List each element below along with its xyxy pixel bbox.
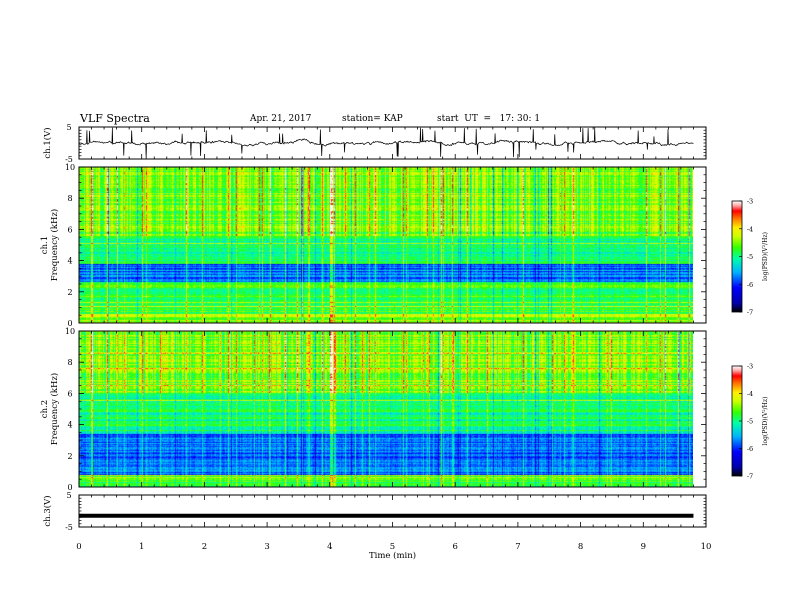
start-time-label: start UT = 17: 30: 1 xyxy=(437,114,541,124)
ch2-colorbar-tick-label: -3 xyxy=(747,363,753,371)
ch3-ytick-label: 5 xyxy=(66,491,71,500)
x-tick-label: 2 xyxy=(202,542,207,552)
ch1-ytick-label: 2 xyxy=(67,288,72,297)
ch1-spectrogram-heatmap xyxy=(79,167,693,323)
x-tick-label: 5 xyxy=(390,542,395,552)
ch1-ytick-label: 5 xyxy=(66,123,71,132)
ch3-ytick-label: -5 xyxy=(65,523,73,532)
ch1-colorbar-label: log(PSD)(V²/Hz) xyxy=(762,232,769,281)
station-label: station= KAP xyxy=(342,114,403,124)
x-tick-label: 10 xyxy=(701,542,712,552)
chart-title: VLF Spectra xyxy=(80,112,150,125)
ch2-colorbar-tick-label: -5 xyxy=(747,418,753,426)
date-label: Apr. 21, 2017 xyxy=(250,114,312,124)
ch2-ytick-label: 10 xyxy=(65,327,75,336)
x-tick-label: 0 xyxy=(76,542,81,552)
ch3-waveform-ylabel: ch.3(V) xyxy=(42,495,53,526)
ch2-colorbar-label: log(PSD)(V²/Hz) xyxy=(762,397,769,446)
x-tick-label: 7 xyxy=(515,542,520,552)
ch1-colorbar-tick-label: -5 xyxy=(747,253,753,261)
ch1-waveform-ylabel: ch.1(V) xyxy=(42,127,53,158)
x-axis-label: Time (min) xyxy=(369,550,416,561)
ch2-ytick-label: 2 xyxy=(67,452,72,461)
ch2-colorbar-tick-label: -7 xyxy=(747,473,753,481)
ch1-ytick-label: 6 xyxy=(67,225,72,234)
ch2-ylabel-channel: ch.2 xyxy=(40,400,50,418)
ch1-ytick-label: 10 xyxy=(65,163,75,172)
ch1-colorbar-tick-label: -7 xyxy=(747,309,753,317)
x-tick-label: 6 xyxy=(452,542,457,552)
x-tick-label: 9 xyxy=(641,542,646,552)
ch1-ylabel-frequency: Frequency (kHz) xyxy=(49,209,60,281)
ch1-ytick-label: 8 xyxy=(67,194,72,203)
ch2-colorbar-tick-label: -6 xyxy=(747,445,753,453)
x-tick-label: 4 xyxy=(327,542,332,552)
ch2-ytick-label: 8 xyxy=(67,358,72,367)
ch1-ytick-label: 4 xyxy=(67,257,72,266)
ch1-colorbar-tick-label: -3 xyxy=(747,198,753,206)
ch2-ylabel-frequency: Frequency (kHz) xyxy=(49,373,60,445)
x-tick-label: 1 xyxy=(139,542,144,552)
ch2-spectrogram-heatmap xyxy=(79,331,693,487)
ch1-ytick-label: 0 xyxy=(67,319,72,328)
ch1-colorbar-tick-label: -6 xyxy=(747,281,753,289)
x-tick-label: 3 xyxy=(264,542,269,552)
x-tick-label: 8 xyxy=(578,542,583,552)
ch1-ytick-label: -5 xyxy=(65,155,73,164)
ch1-colorbar-tick-label: -4 xyxy=(747,225,753,233)
ch1-ylabel-channel: ch.1 xyxy=(40,236,50,254)
ch2-ytick-label: 0 xyxy=(67,483,72,492)
ch1-waveform-line xyxy=(78,127,694,159)
ch2-ytick-label: 6 xyxy=(67,389,72,398)
ch2-ytick-label: 4 xyxy=(67,421,72,430)
ch2-colorbar-tick-label: -4 xyxy=(747,390,753,398)
